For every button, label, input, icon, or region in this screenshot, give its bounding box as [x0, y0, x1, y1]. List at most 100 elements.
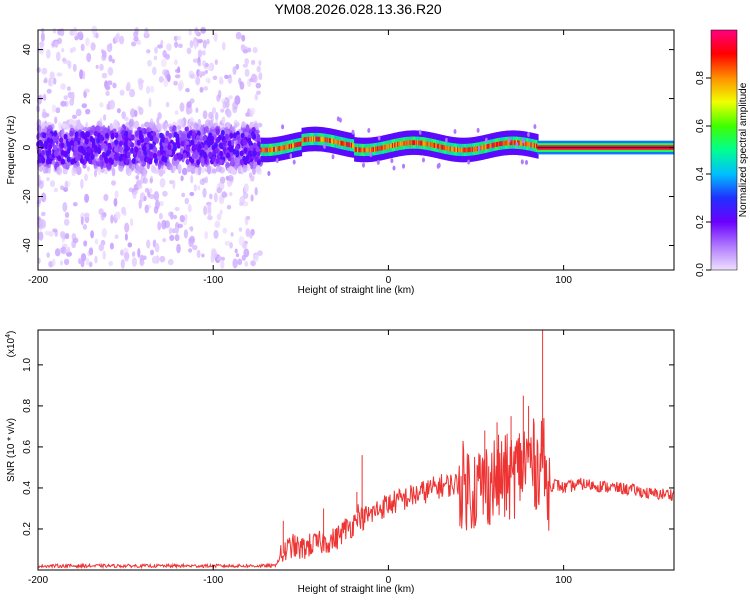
- spectrogram-cell: [441, 144, 443, 150]
- spectrogram-cell: [99, 102, 104, 108]
- spectrogram-cell: [181, 167, 188, 176]
- spectrogram-cell: [128, 187, 133, 193]
- spectrogram-cell: [204, 144, 208, 151]
- spectrogram-cell: [186, 145, 191, 152]
- spectrogram-cell: [234, 95, 241, 105]
- spectrogram-cell: [148, 122, 154, 129]
- spectrogram-cell: [197, 39, 204, 44]
- spectrogram-cell: [252, 142, 257, 149]
- spectrogram-cell: [355, 147, 357, 152]
- spectrogram-cell: [138, 164, 145, 175]
- spectrogram-cell: [407, 140, 410, 146]
- colorbar-tick-label: 0.6: [695, 119, 706, 133]
- x-tick-label: -100: [203, 275, 223, 286]
- spectrogram-cell: [190, 139, 195, 146]
- spectrogram-cell: [301, 137, 304, 143]
- spectrogram-cell: [289, 153, 293, 159]
- spectrogram-cell: [388, 143, 391, 149]
- spectrogram-frame: [37, 29, 675, 271]
- spectrogram-cell: [206, 164, 212, 175]
- spectrogram-cell: [204, 125, 209, 132]
- spectrogram-cell: [201, 165, 205, 174]
- spectrogram-cell: [300, 141, 303, 147]
- spectrogram-cell: [163, 165, 167, 171]
- spectrogram-cell: [374, 146, 376, 152]
- spectrogram-cell: [330, 138, 333, 144]
- spectrogram-cell: [461, 147, 463, 153]
- spectrogram-cell: [236, 134, 241, 141]
- spectrogram-cell: [357, 147, 359, 153]
- spectrogram-cell: [157, 221, 162, 231]
- spectrogram-cell: [280, 145, 283, 151]
- spectrogram-cell: [145, 156, 150, 163]
- spectrogram-cell: [174, 59, 178, 66]
- spectrogram-cell: [199, 125, 204, 135]
- spectrogram-cell: [496, 142, 498, 147]
- spectrogram-cell: [527, 132, 531, 137]
- spectrogram-cell: [520, 140, 522, 146]
- spectrogram-cell: [317, 136, 319, 142]
- spectrogram-cell: [56, 72, 63, 77]
- snr-y-axis: 0.2 0.4 0.6 0.8 1.0: [22, 357, 674, 536]
- spectrogram-cell: [72, 202, 78, 207]
- spectrogram-cell: [258, 72, 263, 81]
- spectrogram-cell: [400, 141, 402, 147]
- spectrogram-cell: [72, 164, 78, 171]
- svg-text:(x104): (x104): [5, 331, 17, 358]
- spectrogram-cell: [346, 142, 349, 147]
- spectrogram-cell: [434, 143, 436, 148]
- spectrogram-cell: [448, 146, 451, 152]
- spectrogram-cell: [40, 32, 45, 42]
- spectrogram-cell: [87, 147, 92, 154]
- spectrogram-cell: [200, 157, 205, 164]
- spectrogram-cell: [336, 139, 338, 145]
- spectrogram-cell: [338, 117, 342, 123]
- spectrogram-cell: [235, 31, 242, 40]
- spectrogram-cell: [354, 146, 356, 152]
- spectrogram-cell: [99, 117, 103, 124]
- spectrogram-cell: [91, 141, 96, 148]
- spectrogram-cell: [91, 124, 96, 134]
- spectrogram-cell: [292, 143, 294, 149]
- spectrogram-cell: [470, 147, 473, 152]
- spectrogram-cell: [134, 146, 139, 153]
- spectrogram-cell: [81, 103, 88, 109]
- spectrogram-cell: [209, 193, 213, 200]
- spectrogram-cell: [176, 243, 181, 254]
- spectrogram-cell: [311, 136, 313, 142]
- spectrogram-cell: [114, 146, 118, 153]
- x-tick-label: -200: [28, 575, 48, 586]
- spectrogram-cell: [502, 140, 504, 146]
- spectrogram-cell: [393, 142, 395, 148]
- spectrogram-cell: [486, 144, 489, 149]
- spectrogram-cell: [153, 191, 160, 201]
- spectrogram-y-label: Frequency (Hz): [6, 116, 17, 185]
- y-tick-label: 0.8: [22, 399, 33, 413]
- spectrogram-cell: [244, 68, 250, 77]
- spectrogram-cell: [238, 236, 245, 246]
- spectrogram-cell: [258, 60, 262, 66]
- spectrogram-cell: [197, 143, 202, 150]
- spectrogram-cell: [186, 132, 191, 139]
- spectrogram-cell: [420, 140, 422, 146]
- spectrogram-cell: [362, 162, 365, 168]
- spectrogram-cell: [417, 140, 419, 146]
- spectrogram-cell: [150, 249, 154, 256]
- spectrogram-cell: [173, 80, 179, 86]
- spectrogram-cell: [250, 59, 256, 66]
- spectrogram-cell: [375, 146, 377, 152]
- spectrogram-cell: [174, 234, 180, 242]
- spectrogram-cell: [111, 58, 116, 64]
- spectrogram-cell: [196, 69, 200, 77]
- spectrogram-cell: [163, 77, 169, 88]
- spectrogram-cell: [344, 141, 347, 147]
- spectrogram-cell: [487, 143, 490, 149]
- spectrogram-cell: [97, 147, 101, 153]
- snr-y-scale-exp: 4: [5, 334, 12, 338]
- spectrogram-cell: [533, 124, 537, 130]
- spectrogram-cell: [162, 190, 168, 197]
- snr-y-label: SNR (10 * v/v): [6, 418, 17, 482]
- spectrogram-cell: [59, 137, 64, 144]
- spectrogram-cell: [399, 141, 401, 147]
- spectrogram-cell: [71, 46, 76, 52]
